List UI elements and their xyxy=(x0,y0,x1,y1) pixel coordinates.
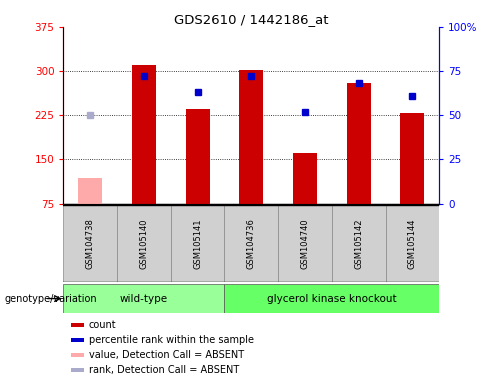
Bar xyxy=(224,205,278,282)
Bar xyxy=(332,205,386,282)
Text: value, Detection Call = ABSENT: value, Detection Call = ABSENT xyxy=(89,350,244,360)
Title: GDS2610 / 1442186_at: GDS2610 / 1442186_at xyxy=(174,13,328,26)
Bar xyxy=(63,205,117,282)
Text: wild-type: wild-type xyxy=(120,293,168,304)
Bar xyxy=(171,205,224,282)
Text: GSM104738: GSM104738 xyxy=(86,218,95,269)
Text: count: count xyxy=(89,319,117,330)
Bar xyxy=(78,178,102,204)
Text: percentile rank within the sample: percentile rank within the sample xyxy=(89,335,254,345)
Bar xyxy=(71,323,84,327)
Bar xyxy=(346,83,371,204)
Bar xyxy=(386,205,439,282)
Bar xyxy=(224,284,439,313)
Bar xyxy=(117,205,171,282)
Bar xyxy=(185,109,210,204)
Bar xyxy=(71,353,84,357)
Text: GSM105141: GSM105141 xyxy=(193,218,202,269)
Bar xyxy=(239,70,264,204)
Text: GSM105144: GSM105144 xyxy=(408,218,417,269)
Text: GSM104740: GSM104740 xyxy=(301,218,309,269)
Bar xyxy=(71,338,84,342)
Bar xyxy=(400,113,425,204)
Bar xyxy=(132,65,156,204)
Text: GSM104736: GSM104736 xyxy=(247,218,256,269)
Bar xyxy=(293,154,317,204)
Text: GSM105140: GSM105140 xyxy=(140,218,148,269)
Bar xyxy=(63,284,224,313)
Bar xyxy=(71,368,84,372)
Text: glycerol kinase knockout: glycerol kinase knockout xyxy=(267,293,397,304)
Text: rank, Detection Call = ABSENT: rank, Detection Call = ABSENT xyxy=(89,365,239,375)
Text: genotype/variation: genotype/variation xyxy=(5,293,98,304)
Bar xyxy=(278,205,332,282)
Text: GSM105142: GSM105142 xyxy=(354,218,363,269)
